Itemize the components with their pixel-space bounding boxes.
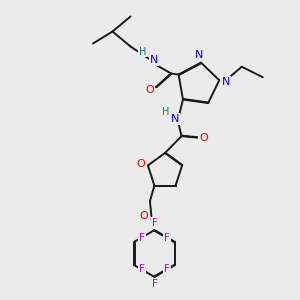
Text: O: O (136, 159, 145, 169)
Text: F: F (152, 218, 158, 228)
Text: O: O (145, 85, 154, 95)
Text: H: H (139, 47, 146, 57)
Text: F: F (164, 264, 170, 274)
Text: N: N (171, 114, 179, 124)
Text: F: F (152, 279, 158, 289)
Text: N: N (150, 55, 158, 65)
Text: F: F (139, 233, 145, 243)
Text: F: F (164, 233, 170, 243)
Text: F: F (139, 264, 145, 274)
Text: O: O (199, 133, 208, 142)
Text: N: N (195, 50, 204, 60)
Text: N: N (222, 77, 230, 87)
Text: O: O (140, 211, 148, 221)
Text: H: H (162, 107, 169, 117)
